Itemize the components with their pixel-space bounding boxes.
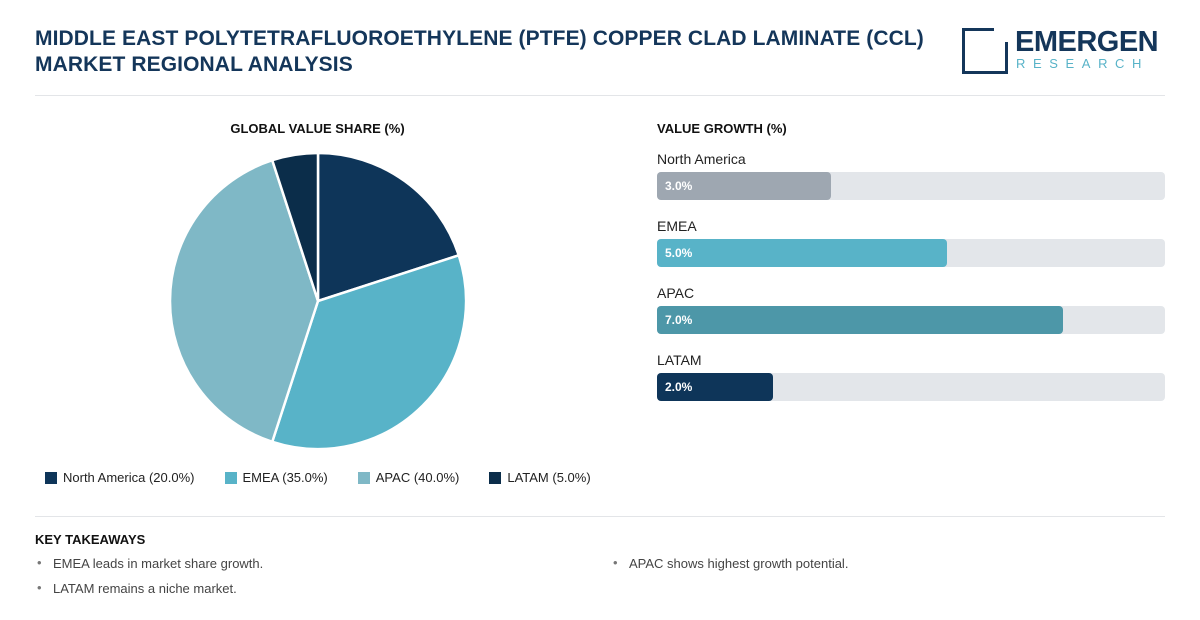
- legend-swatch: [45, 471, 57, 484]
- bar-chart-title: VALUE GROWTH (%): [657, 121, 787, 136]
- logo-mark-icon: [962, 28, 1008, 74]
- section-divider: [35, 516, 1165, 517]
- legend-item: North America (20.0%): [45, 470, 195, 485]
- legend-label: APAC (40.0%): [375, 470, 460, 485]
- logo-wordmark: EMERGEN: [1015, 26, 1159, 58]
- pie-legend: North America (20.0%) EMEA (35.0%) APAC (4…: [45, 470, 591, 485]
- bar-track: 5.0%: [657, 239, 1165, 267]
- bar-latam: 2.0%: [657, 373, 774, 401]
- bar-category-label: EMEA: [657, 218, 697, 234]
- logo-subtitle: RESEARCH: [1016, 56, 1150, 71]
- legend-item: LATAM (5.0%): [489, 470, 591, 485]
- emergen-research-logo: EMERGEN RESEARCH: [962, 26, 1162, 76]
- bar-row: APAC 7.0%: [657, 285, 1165, 352]
- legend-label: North America (20.0%): [63, 470, 195, 485]
- legend-label: LATAM (5.0%): [507, 470, 591, 485]
- bar-north-america: 3.0%: [657, 172, 832, 200]
- bar-value-label: 7.0%: [665, 313, 693, 327]
- header-divider: [35, 95, 1165, 96]
- legend-label: EMEA (35.0%): [242, 470, 328, 485]
- key-takeaways-title: KEY TAKEAWAYS: [35, 532, 146, 547]
- bar-value-label: 2.0%: [665, 380, 693, 394]
- bar-value-label: 5.0%: [665, 246, 693, 260]
- bar-value-label: 3.0%: [665, 179, 693, 193]
- takeaway-item: APAC shows highest growth potential.: [611, 555, 848, 571]
- pie-slice-apac: [168, 158, 320, 444]
- pie-slice-north-america: [316, 151, 461, 303]
- pie-slice-emea: [270, 253, 468, 451]
- bar-row: LATAM 2.0%: [657, 352, 1165, 419]
- bar-category-label: LATAM: [657, 352, 702, 368]
- legend-item: EMEA (35.0%): [224, 470, 328, 485]
- pie-chart-title: GLOBAL VALUE SHARE (%): [230, 121, 405, 136]
- takeaway-item: EMEA leads in market share growth.: [35, 555, 263, 571]
- legend-swatch: [489, 471, 502, 484]
- takeaway-item: LATAM remains a niche market.: [35, 580, 237, 596]
- bar-track: 2.0%: [657, 373, 1165, 401]
- bar-track: 7.0%: [657, 306, 1165, 334]
- bar-row: EMEA 5.0%: [657, 218, 1165, 285]
- bar-row: North America 3.0%: [657, 151, 1165, 218]
- legend-swatch: [357, 471, 370, 484]
- bar-track: 3.0%: [657, 172, 1165, 200]
- legend-swatch: [224, 471, 237, 484]
- value-share-pie-chart: [168, 151, 468, 451]
- bar-category-label: APAC: [657, 285, 695, 301]
- bar-emea: 5.0%: [657, 239, 948, 267]
- bar-apac: 7.0%: [657, 306, 1064, 334]
- legend-item: APAC (40.0%): [357, 470, 460, 485]
- value-growth-bar-chart: North America 3.0% EMEA 5.0% APAC 7.0% LATAM 2.…: [657, 151, 1165, 419]
- pie-slice-latam: [270, 151, 320, 302]
- bar-category-label: North America: [657, 151, 746, 167]
- page-title: MIDDLE EAST POLYTETRAFLUOROETHYLENE (PTF…: [35, 27, 924, 76]
